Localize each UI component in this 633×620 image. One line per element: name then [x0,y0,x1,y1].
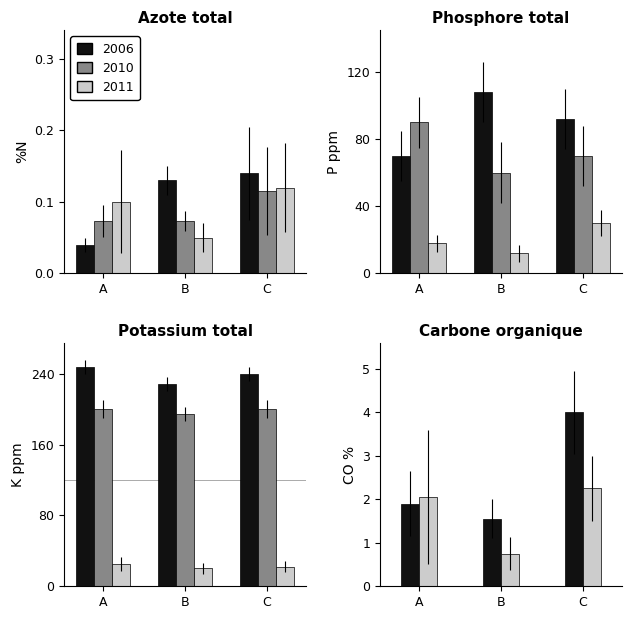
Bar [276,187,294,273]
Bar [113,564,130,586]
Bar [276,567,294,586]
Title: Azote total: Azote total [138,11,232,26]
Bar [492,173,510,273]
Bar [113,202,130,273]
Bar [592,223,610,273]
Bar [94,409,113,586]
Bar [474,92,492,273]
Title: Carbone organique: Carbone organique [419,324,583,339]
Bar [258,191,276,273]
Bar [483,519,501,586]
Bar [419,497,437,586]
Bar [565,412,582,586]
Bar [428,243,446,273]
Bar [94,221,113,273]
Bar [582,489,601,586]
Bar [510,253,528,273]
Bar [556,119,573,273]
Bar [392,156,410,273]
Bar [258,409,276,586]
Bar [240,173,258,273]
Title: Phosphore total: Phosphore total [432,11,570,26]
Y-axis label: CO %: CO % [342,445,356,484]
Title: Potassium total: Potassium total [118,324,253,339]
Y-axis label: %N: %N [15,140,29,164]
Bar [501,554,519,586]
Bar [194,237,212,273]
Bar [410,122,428,273]
Legend: 2006, 2010, 2011: 2006, 2010, 2011 [70,37,140,100]
Bar [176,414,194,586]
Bar [77,366,94,586]
Bar [77,245,94,273]
Y-axis label: P ppm: P ppm [327,130,341,174]
Bar [176,221,194,273]
Bar [194,569,212,586]
Bar [240,374,258,586]
Bar [158,180,176,273]
Bar [158,384,176,586]
Bar [401,503,419,586]
Bar [573,156,592,273]
Y-axis label: K ppm: K ppm [11,442,25,487]
